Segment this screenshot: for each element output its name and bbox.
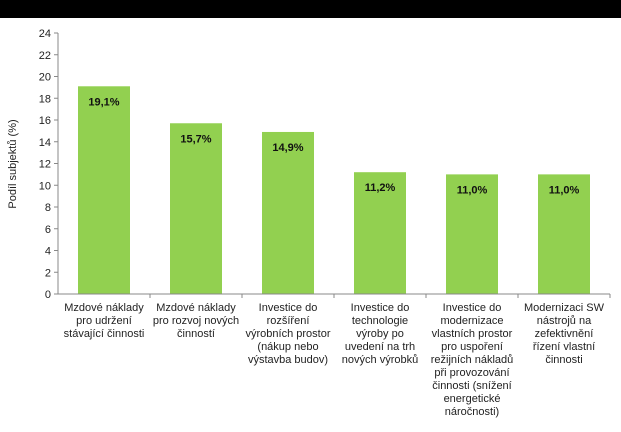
category-label-line: Investice do: [351, 302, 410, 314]
category-label-line: výrobních prostor: [246, 328, 331, 340]
category-label-line: náročnosti): [445, 406, 499, 418]
category-label-line: výroby po: [356, 328, 404, 340]
category-label: Mzdové náklady pro udržení stávající činno…: [64, 302, 145, 340]
category-label-line: (nákup nebo: [257, 341, 318, 353]
category-label-line: činností: [177, 328, 215, 340]
data-label: 11,2%: [365, 182, 396, 194]
category-label-line: Modernizaci SW: [524, 302, 605, 314]
category-label-line: činnosti (snížení: [432, 380, 511, 392]
bars: [78, 86, 611, 298]
category-label-line: Mzdové náklady: [156, 302, 236, 314]
top-black-bar: [0, 0, 621, 18]
y-tick-label: 2: [45, 267, 51, 279]
data-label: 19,1%: [88, 96, 119, 108]
y-tick-label: 4: [45, 246, 51, 258]
category-label-line: pro udržení: [76, 315, 132, 327]
category-labels: Mzdové náklady pro udržení stávající činno…: [64, 302, 605, 418]
category-label-line: energetické: [444, 393, 501, 405]
y-axis-title: Podíl subjektů (%): [7, 119, 19, 208]
data-label: 11,0%: [457, 184, 488, 196]
bar: [170, 123, 222, 294]
data-label: 15,7%: [180, 133, 211, 145]
category-label-line: Investice do: [443, 302, 502, 314]
y-tick-label: 8: [45, 202, 51, 214]
y-tick-label: 6: [45, 224, 51, 236]
category-label-line: při provozování: [434, 367, 509, 379]
category-label-line: Investice do: [259, 302, 318, 314]
bar: [262, 131, 314, 294]
category-label: Modernizaci SW nástrojů na zefektivnění říz…: [524, 302, 605, 366]
category-label-line: výstavba budov): [248, 354, 328, 366]
category-label-line: režijních nákladů: [431, 354, 514, 366]
category-label: Mzdové náklady pro rozvoj nových činností: [153, 302, 239, 340]
category-label-line: řízení vlastní: [533, 341, 595, 353]
category-label-line: pro rozvoj nových: [153, 315, 239, 327]
bar: [354, 172, 406, 294]
y-tick-label: 20: [39, 72, 51, 84]
category-label-line: činnosti: [545, 354, 582, 366]
category-label-line: pro uspoření: [441, 341, 503, 353]
category-label-line: nových výrobků: [342, 354, 418, 366]
bar: [446, 174, 498, 294]
y-tick-label: 10: [39, 180, 51, 192]
category-label-line: rozšíření: [267, 315, 310, 327]
y-tick-label: 16: [39, 115, 51, 127]
y-tick-label: 12: [39, 159, 51, 171]
bar: [78, 86, 130, 294]
category-label: Investice do rozšíření výrobních prostor (n…: [246, 302, 331, 366]
data-labels: 19,1% 15,7% 14,9% 11,2% 11,0% 11,0%: [88, 96, 579, 196]
y-tick-label: 18: [39, 93, 51, 105]
data-label: 11,0%: [549, 184, 580, 196]
y-tick-label: 0: [45, 289, 51, 301]
category-label-line: Mzdové náklady: [64, 302, 144, 314]
category-label-line: uvedení na trh: [345, 341, 415, 353]
category-label-line: nástrojů na: [537, 315, 592, 327]
data-label: 14,9%: [272, 142, 303, 154]
category-label: Investice do technologie výroby po uvedení …: [342, 302, 418, 366]
category-label-line: vlastních prostor: [432, 328, 513, 340]
y-tick-label: 14: [39, 137, 51, 149]
category-label-line: stávající činnosti: [64, 328, 145, 340]
y-tick-label: 24: [39, 28, 51, 40]
category-label-line: modernizace: [441, 315, 504, 327]
category-label-line: technologie: [352, 315, 408, 327]
bar: [538, 174, 590, 294]
category-label-line: zefektivnění: [535, 328, 594, 340]
y-tick-label: 22: [39, 50, 51, 62]
category-label: Investice do modernizace vlastních prostor…: [431, 302, 514, 418]
